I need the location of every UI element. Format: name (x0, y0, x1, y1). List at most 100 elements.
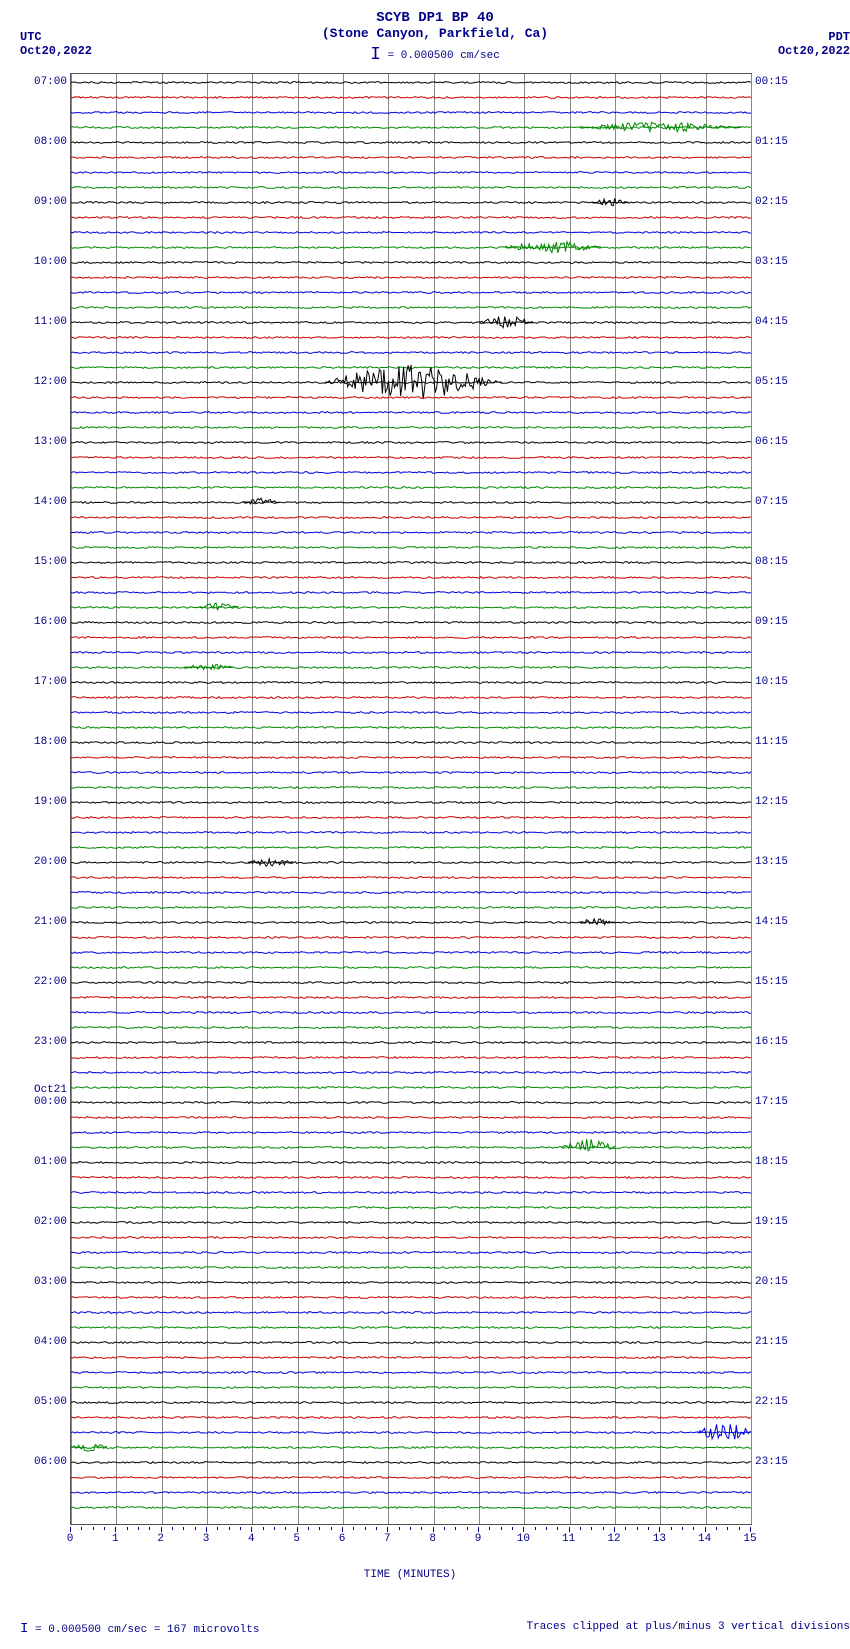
trace-row: 20:0013:15 (71, 862, 751, 863)
x-minor-tick (637, 1527, 638, 1530)
x-minor-tick (365, 1527, 366, 1530)
trace-row: 05:0022:15 (71, 1402, 751, 1403)
trace-row: 22:0015:15 (71, 982, 751, 983)
date-label-left: Oct21 (34, 1084, 67, 1096)
trace-row (71, 127, 751, 128)
trace-row (71, 727, 751, 728)
time-label-right: 22:15 (755, 1396, 788, 1408)
x-minor-tick (467, 1527, 468, 1530)
x-tick-label: 3 (203, 1533, 210, 1545)
trace-row: 02:0019:15 (71, 1222, 751, 1223)
trace-row (71, 337, 751, 338)
time-label-right: 23:15 (755, 1456, 788, 1468)
trace-row: 16:0009:15 (71, 622, 751, 623)
trace-row (71, 292, 751, 293)
trace-row: 07:0000:15 (71, 82, 751, 83)
x-tick-mark (161, 1527, 162, 1532)
scale-text: = 0.000500 cm/sec (388, 50, 500, 62)
tz-left-label: UTC (20, 30, 92, 44)
x-tick-mark (206, 1527, 207, 1532)
x-tick-mark (750, 1527, 751, 1532)
tz-left-date: Oct20,2022 (20, 44, 92, 58)
scale-indicator: I = 0.000500 cm/sec (20, 45, 850, 65)
time-label-left: 23:00 (34, 1036, 67, 1048)
x-minor-tick (625, 1527, 626, 1530)
trace-row: 14:0007:15 (71, 502, 751, 503)
x-tick-label: 10 (517, 1533, 530, 1545)
trace-row (71, 412, 751, 413)
trace-row: 12:0005:15 (71, 382, 751, 383)
time-label-right: 09:15 (755, 616, 788, 628)
x-tick-label: 9 (475, 1533, 482, 1545)
trace-row (71, 1267, 751, 1268)
trace-row (71, 487, 751, 488)
trace-row (71, 772, 751, 773)
x-minor-tick (172, 1527, 173, 1530)
x-minor-tick (421, 1527, 422, 1530)
x-minor-tick (183, 1527, 184, 1530)
time-label-left: 01:00 (34, 1156, 67, 1168)
trace-row (71, 1087, 751, 1088)
x-minor-tick (274, 1527, 275, 1530)
x-minor-tick (195, 1527, 196, 1530)
x-minor-tick (240, 1527, 241, 1530)
title: SCYB DP1 BP 40 (20, 10, 850, 26)
time-label-right: 19:15 (755, 1216, 788, 1228)
time-label-left: 13:00 (34, 436, 67, 448)
trace-row (71, 757, 751, 758)
time-label-right: 17:15 (755, 1096, 788, 1108)
x-tick-label: 2 (157, 1533, 164, 1545)
trace-row (71, 1417, 751, 1418)
trace-row (71, 652, 751, 653)
time-label-left: 07:00 (34, 76, 67, 88)
trace-row (71, 472, 751, 473)
x-tick-mark (433, 1527, 434, 1532)
x-minor-tick (693, 1527, 694, 1530)
x-tick-label: 11 (562, 1533, 575, 1545)
time-label-right: 14:15 (755, 916, 788, 928)
trace-row (71, 1327, 751, 1328)
x-minor-tick (376, 1527, 377, 1530)
trace-row (71, 637, 751, 638)
trace-row: 18:0011:15 (71, 742, 751, 743)
x-tick-label: 4 (248, 1533, 255, 1545)
time-label-left: 04:00 (34, 1336, 67, 1348)
trace-row (71, 847, 751, 848)
x-tick-label: 15 (743, 1533, 756, 1545)
trace-row (71, 397, 751, 398)
x-minor-tick (648, 1527, 649, 1530)
x-axis-label: TIME (MINUTES) (70, 1569, 750, 1581)
x-minor-tick (149, 1527, 150, 1530)
x-minor-tick (455, 1527, 456, 1530)
x-tick-mark (115, 1527, 116, 1532)
x-minor-tick (127, 1527, 128, 1530)
x-minor-tick (727, 1527, 728, 1530)
trace-row (71, 892, 751, 893)
x-minor-tick (546, 1527, 547, 1530)
time-label-left: 05:00 (34, 1396, 67, 1408)
trace-row (71, 112, 751, 113)
trace-row: 01:0018:15 (71, 1162, 751, 1163)
trace-row: 23:0016:15 (71, 1042, 751, 1043)
time-label-left: 02:00 (34, 1216, 67, 1228)
trace-row: 21:0014:15 (71, 922, 751, 923)
footer-right: Traces clipped at plus/minus 3 vertical … (527, 1621, 850, 1637)
trace-row (71, 1357, 751, 1358)
trace-row: Oct2100:0017:15 (71, 1102, 751, 1103)
x-minor-tick (331, 1527, 332, 1530)
trace-row (71, 712, 751, 713)
x-minor-tick (399, 1527, 400, 1530)
x-minor-tick (535, 1527, 536, 1530)
trace-row (71, 187, 751, 188)
trace-row (71, 832, 751, 833)
x-tick-mark (297, 1527, 298, 1532)
trace-row (71, 1372, 751, 1373)
trace-row (71, 307, 751, 308)
trace-row (71, 937, 751, 938)
time-label-left: 11:00 (34, 316, 67, 328)
trace-row: 06:0023:15 (71, 1462, 751, 1463)
time-label-left: 18:00 (34, 736, 67, 748)
trace-row (71, 952, 751, 953)
time-label-right: 21:15 (755, 1336, 788, 1348)
footer: I = 0.000500 cm/sec = 167 microvolts Tra… (20, 1621, 850, 1637)
